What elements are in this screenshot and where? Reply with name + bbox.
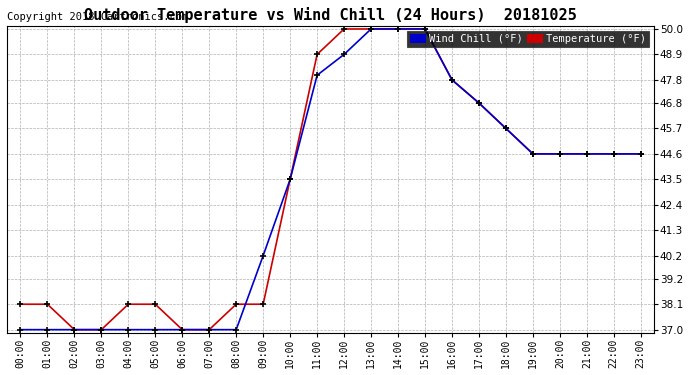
Title: Outdoor Temperature vs Wind Chill (24 Hours)  20181025: Outdoor Temperature vs Wind Chill (24 Ho… <box>84 7 577 23</box>
Text: Copyright 2018 Cartronics.com: Copyright 2018 Cartronics.com <box>7 12 188 22</box>
Legend: Wind Chill (°F), Temperature (°F): Wind Chill (°F), Temperature (°F) <box>407 31 649 47</box>
